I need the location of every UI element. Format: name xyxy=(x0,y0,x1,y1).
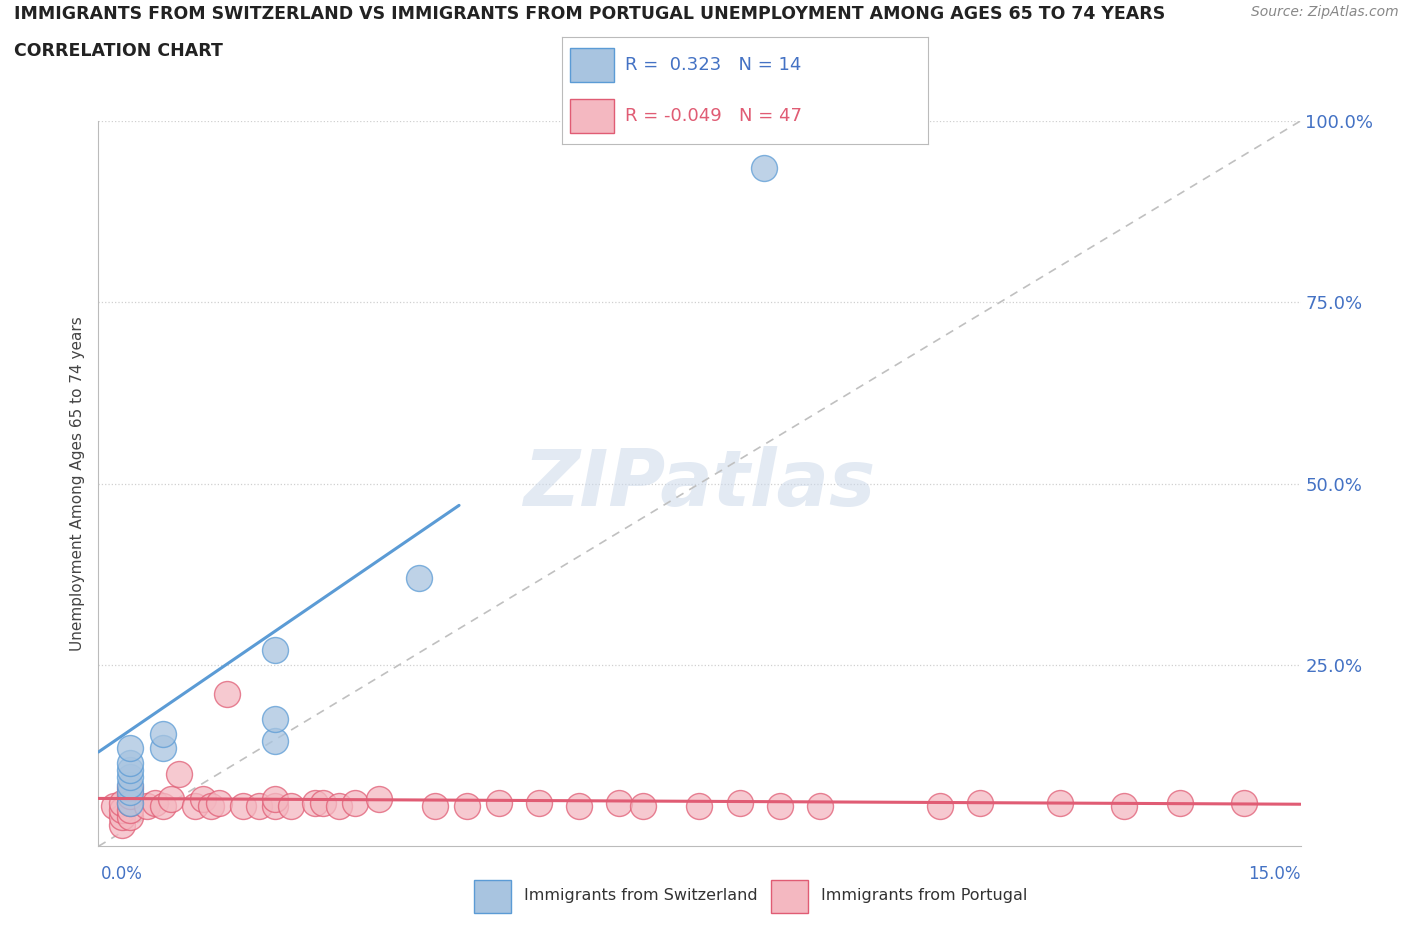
Point xyxy=(456,799,478,814)
Text: ZIPatlas: ZIPatlas xyxy=(523,445,876,522)
Point xyxy=(1114,799,1136,814)
Text: IMMIGRANTS FROM SWITZERLAND VS IMMIGRANTS FROM PORTUGAL UNEMPLOYMENT AMONG AGES : IMMIGRANTS FROM SWITZERLAND VS IMMIGRANT… xyxy=(14,5,1166,22)
Point xyxy=(111,803,134,817)
Text: R = -0.049   N = 47: R = -0.049 N = 47 xyxy=(624,107,801,126)
Point xyxy=(120,777,142,792)
Point xyxy=(247,799,270,814)
Point xyxy=(159,791,181,806)
FancyBboxPatch shape xyxy=(770,880,808,913)
Point xyxy=(120,770,142,785)
FancyBboxPatch shape xyxy=(569,48,613,82)
Point xyxy=(152,726,174,741)
Point xyxy=(929,799,952,814)
Point xyxy=(111,810,134,825)
Point xyxy=(408,570,430,585)
Point xyxy=(728,795,751,810)
Point xyxy=(280,799,302,814)
Point xyxy=(263,734,285,749)
Point xyxy=(263,712,285,727)
Text: Immigrants from Switzerland: Immigrants from Switzerland xyxy=(523,887,758,903)
Point xyxy=(111,795,134,810)
Point xyxy=(328,799,350,814)
Point xyxy=(120,810,142,825)
Text: CORRELATION CHART: CORRELATION CHART xyxy=(14,42,224,60)
Point xyxy=(304,795,326,810)
Point xyxy=(120,788,142,803)
Point xyxy=(152,741,174,756)
Point xyxy=(1049,795,1071,810)
Point xyxy=(120,803,142,817)
Point xyxy=(769,799,792,814)
Point xyxy=(120,795,142,810)
Point xyxy=(208,795,231,810)
Point xyxy=(111,817,134,832)
Point xyxy=(152,799,174,814)
Text: R =  0.323   N = 14: R = 0.323 N = 14 xyxy=(624,56,801,74)
Point xyxy=(120,755,142,770)
Text: Immigrants from Portugal: Immigrants from Portugal xyxy=(821,887,1026,903)
Point xyxy=(312,795,335,810)
FancyBboxPatch shape xyxy=(474,880,512,913)
Point xyxy=(1233,795,1256,810)
Point xyxy=(103,799,125,814)
Point xyxy=(529,795,551,810)
Text: 15.0%: 15.0% xyxy=(1249,865,1301,883)
Point xyxy=(120,781,142,796)
Point xyxy=(120,741,142,756)
Y-axis label: Unemployment Among Ages 65 to 74 years: Unemployment Among Ages 65 to 74 years xyxy=(70,316,86,651)
Point xyxy=(120,785,142,800)
Point xyxy=(609,795,631,810)
Point xyxy=(689,799,711,814)
Point xyxy=(215,686,238,701)
Point xyxy=(568,799,591,814)
Point xyxy=(488,795,510,810)
Point xyxy=(200,799,222,814)
Point xyxy=(343,795,366,810)
Point xyxy=(263,791,285,806)
Point xyxy=(368,791,391,806)
Point xyxy=(120,763,142,777)
Text: Source: ZipAtlas.com: Source: ZipAtlas.com xyxy=(1251,5,1399,19)
Point xyxy=(183,799,205,814)
Point xyxy=(808,799,831,814)
Point xyxy=(191,791,214,806)
Point xyxy=(1170,795,1192,810)
Point xyxy=(120,795,142,810)
Point xyxy=(135,799,157,814)
Point xyxy=(752,161,775,176)
Point xyxy=(263,643,285,658)
Point xyxy=(969,795,991,810)
Point xyxy=(143,795,166,810)
Text: 0.0%: 0.0% xyxy=(101,865,143,883)
Point xyxy=(263,799,285,814)
Point xyxy=(633,799,655,814)
FancyBboxPatch shape xyxy=(569,100,613,134)
Point xyxy=(232,799,254,814)
Point xyxy=(167,766,190,781)
Point xyxy=(423,799,446,814)
